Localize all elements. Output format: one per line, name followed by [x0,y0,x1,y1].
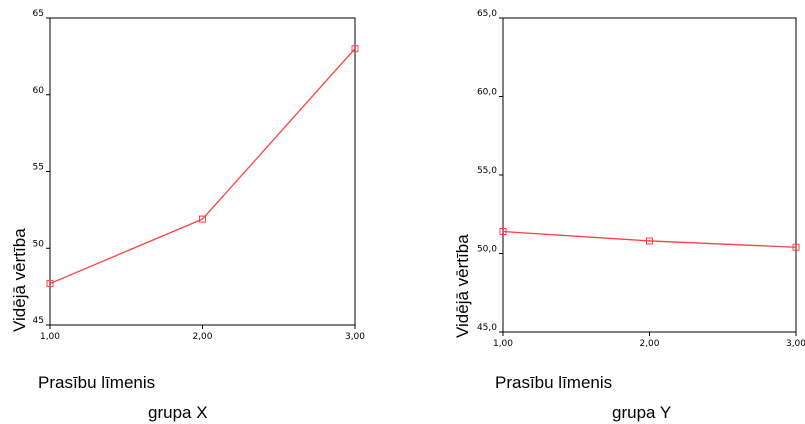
chart-caption: grupa X [148,403,208,422]
chart-grupa-y: 45,0 50,0 55,0 60,0 65,0 1,00 2,00 3,00 Vidējā… [453,9,805,349]
data-point-marker [351,45,359,53]
chart-grupa-x: 45 50 55 60 65 1,00 2,00 3,00 Vidējā vērtība [10,9,365,342]
y-axis: 45,0 50,0 55,0 60,0 65,0 [477,9,503,333]
x-tick-label: 1,00 [40,332,60,342]
x-tick-label: 1,00 [493,339,513,349]
y-tick-label: 45,0 [477,323,497,333]
y-tick-label: 60 [33,86,45,96]
y-tick-label: 50,0 [477,245,497,255]
data-point-marker [46,280,54,288]
series-line [46,45,359,288]
series-polyline [502,230,797,248]
y-tick-label: 65 [33,9,44,19]
x-axis-title: Prasību līmenis [38,373,156,392]
data-point-marker [199,215,206,223]
x-axis-title: Prasību līmenis [495,373,613,392]
y-tick-label: 55 [33,163,44,173]
y-tick-label: 45 [33,316,44,326]
plot-frame [502,17,797,333]
x-tick-label: 3,00 [786,339,805,349]
plot-frame [49,17,356,326]
data-point-marker [499,228,507,236]
series-line [499,228,800,251]
y-axis-title: Vidējā vērtība [10,228,29,332]
x-tick-label: 3,00 [345,332,365,342]
data-point-marker [792,243,800,251]
y-tick-label: 65,0 [477,9,497,19]
y-axis-title: Vidējā vērtība [453,234,472,338]
x-tick-label: 2,00 [639,339,659,349]
chart-caption: grupa Y [612,403,672,422]
x-tick-label: 2,00 [192,332,212,342]
y-tick-label: 50 [33,239,45,249]
series-polyline [49,48,356,285]
y-tick-label: 55,0 [477,166,497,176]
y-tick-label: 60,0 [477,88,497,98]
data-point-marker [646,237,653,245]
x-axis: 1,00 2,00 3,00 [493,332,805,349]
y-axis: 45 50 55 60 65 [33,9,50,326]
x-axis: 1,00 2,00 3,00 [40,325,365,342]
